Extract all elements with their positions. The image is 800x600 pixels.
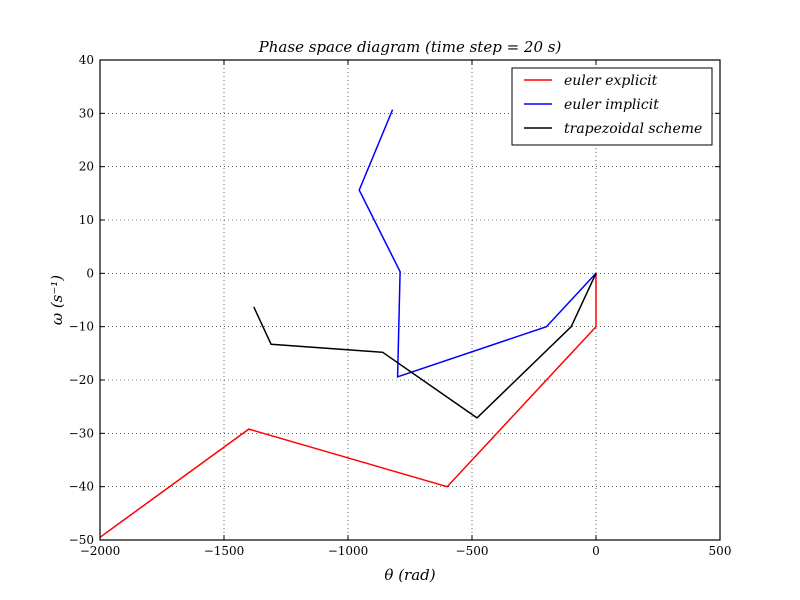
y-tick-label: 30 <box>79 106 94 120</box>
legend: euler explicit euler implicit trapezoidal … <box>511 67 713 146</box>
y-axis-label: ω (s⁻¹) <box>48 275 66 325</box>
y-tick-label: 40 <box>79 53 94 67</box>
x-tick-label: −1500 <box>204 544 245 558</box>
y-tick-label: 10 <box>79 213 94 227</box>
x-tick-label: −2000 <box>80 544 121 558</box>
y-tick-label: 20 <box>79 160 94 174</box>
plot-frame <box>99 59 721 541</box>
tick-layer: −2000 −1500 −1000 −500 0 500 −50 −40 −30 −20 −10 0 1… <box>69 53 732 558</box>
y-tick-label: 0 <box>86 266 94 280</box>
series-line-trapezoidal-scheme <box>253 272 597 419</box>
series-line-euler-implicit <box>358 109 597 378</box>
y-tick-label: −50 <box>69 533 94 547</box>
y-tick-label: −30 <box>69 426 94 440</box>
y-tick-label: −10 <box>69 320 94 334</box>
legend-box <box>511 67 713 146</box>
x-axis-label: θ (rad) <box>384 566 435 584</box>
legend-label: euler implicit <box>564 97 659 113</box>
x-tick-label: −500 <box>456 544 489 558</box>
legend-label: trapezoidal scheme <box>564 121 702 137</box>
y-tick-label: −40 <box>69 480 94 494</box>
series-line-euler-explicit <box>99 273 597 538</box>
chart-title: Phase space diagram (time step = 20 s) <box>258 38 562 56</box>
x-tick-label: 500 <box>709 544 732 558</box>
series-layer <box>99 109 597 538</box>
x-tick-label: −1000 <box>328 544 369 558</box>
x-tick-label: 0 <box>592 544 600 558</box>
y-tick-label: −20 <box>69 373 94 387</box>
legend-label: euler explicit <box>564 73 658 89</box>
